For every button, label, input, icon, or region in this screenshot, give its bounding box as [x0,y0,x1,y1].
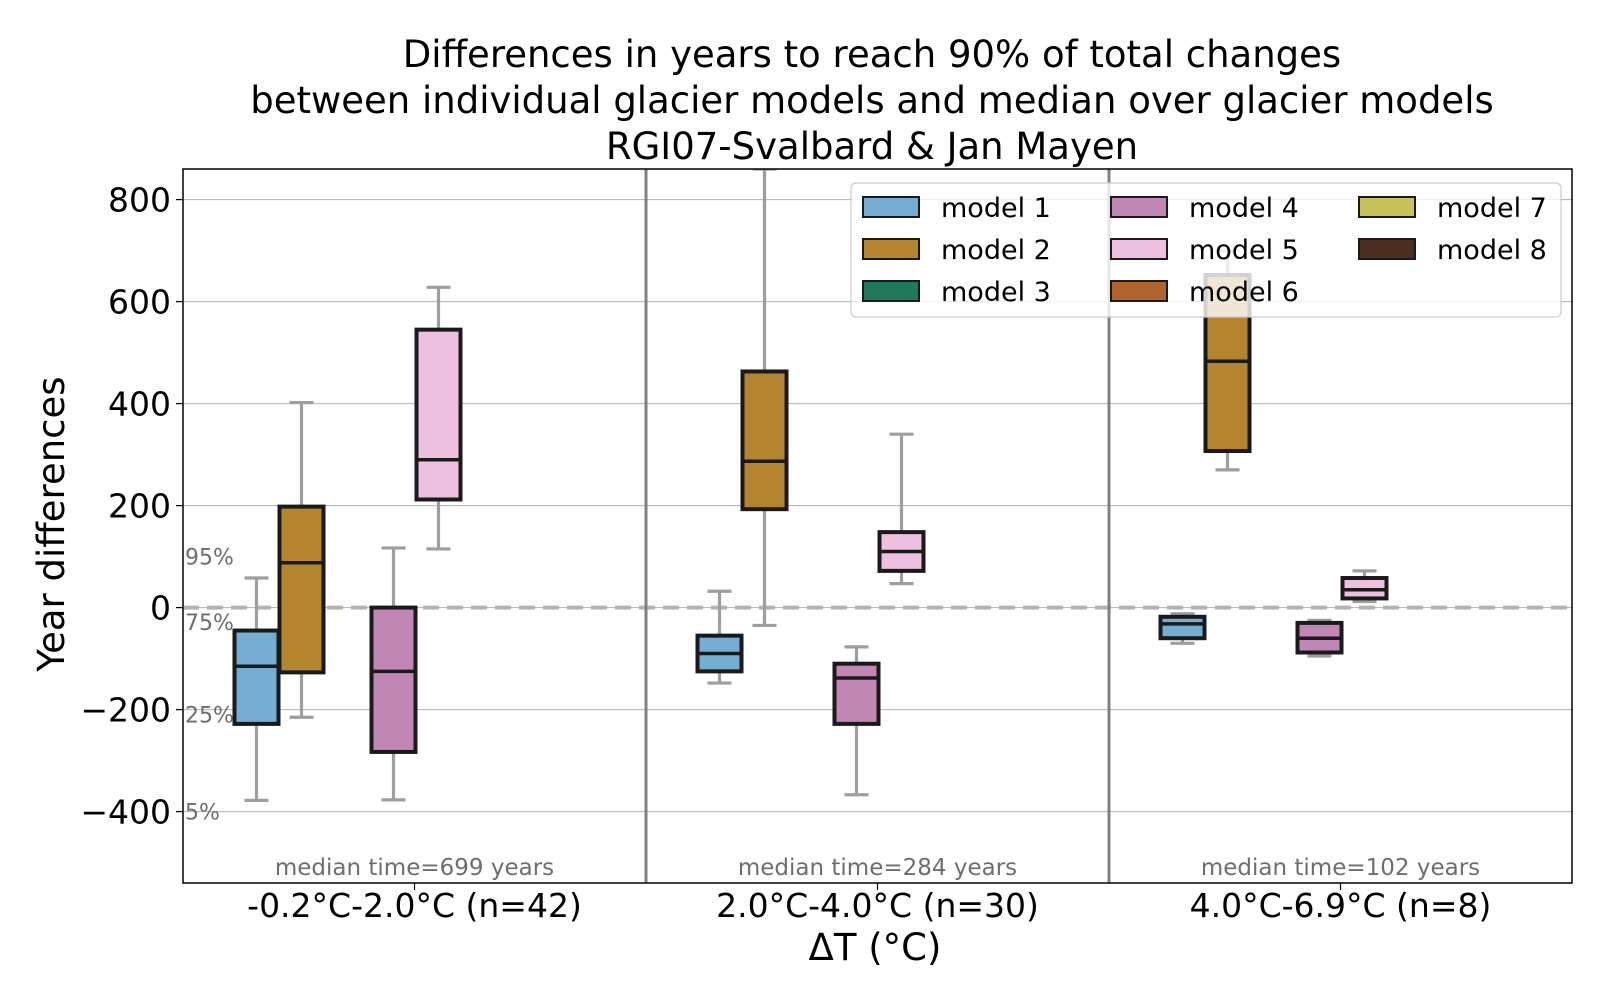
category-group [232,285,463,802]
percentile-label: 75% [185,611,234,636]
legend-label: model 6 [1189,277,1299,308]
y-tick-label: −200 [80,691,171,730]
box-body [832,661,881,726]
percentile-label: 95% [185,546,234,571]
box-model-1 [1158,612,1207,645]
legend-label: model 5 [1189,235,1299,266]
y-tick-label: 400 [108,385,171,424]
box-body [414,327,463,502]
plot-frame [182,168,1573,884]
legend-label: model 1 [941,193,1051,224]
median-time-annotation: median time=102 years [1201,855,1480,881]
category-group [695,169,926,797]
y-tick-label: −400 [80,793,171,832]
median-time-annotation: median time=284 years [738,855,1017,881]
box-model-4 [1295,618,1344,658]
y-tick-label: 800 [108,181,171,220]
x-tick-label: -0.2°C-2.0°C (n=42) [247,886,582,925]
chart-title-line-1: Differences in years to reach 90% of tot… [403,33,1341,76]
legend-swatch [1110,280,1168,302]
box-model-4 [369,546,418,802]
x-tick-label: 4.0°C-6.9°C (n=8) [1190,886,1492,925]
legend-swatch [1358,238,1416,260]
y-tick-label: 0 [150,589,171,628]
legend-swatch [1358,196,1416,218]
percentile-label: 25% [185,704,234,729]
box-model-5 [877,432,926,586]
box-model-4 [832,645,881,797]
legend-swatch [1110,196,1168,218]
chart-title-line-2: between individual glacier models and me… [250,79,1494,122]
box-body [740,369,789,512]
legend-label: model 8 [1437,235,1547,266]
y-tick-label: 600 [108,283,171,322]
x-tick-label: 2.0°C-4.0°C (n=30) [716,886,1039,925]
legend: model 1 model 2 model 3 model 4 model 5 model… [850,182,1562,318]
box-model-5 [1340,569,1389,604]
chart-title-line-3: RGI07-Svalbard & Jan Mayen [606,125,1138,168]
legend-label: model 3 [941,277,1051,308]
legend-label: model 4 [1189,193,1299,224]
box-body [369,605,418,754]
box-model-5 [414,285,463,551]
box-body [277,504,326,675]
legend-swatch [1110,238,1168,260]
legend-label: model 2 [941,235,1051,266]
legend-swatch [862,196,920,218]
x-axis-label: ΔT (°C) [809,926,942,969]
plot-area: −400 −200 0 200 400 600 800 median time=699 yea… [80,168,1573,925]
box-body [1158,614,1207,641]
median-time-annotation: median time=699 years [275,855,554,881]
legend-swatch [862,238,920,260]
box-model-1 [695,589,744,685]
percentile-label: 5% [185,801,220,826]
y-tick-label: 200 [108,487,171,526]
legend-label: model 7 [1437,193,1547,224]
legend-swatch [862,280,920,302]
box-body [232,628,281,726]
y-axis-label: Year differences [30,376,73,672]
box-model-2 [740,169,789,628]
box-model-1 [232,576,281,802]
box-model-2 [277,400,326,719]
